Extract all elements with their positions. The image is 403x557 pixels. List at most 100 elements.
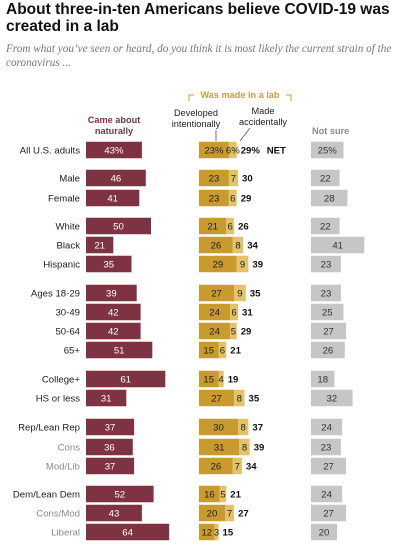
bar-accidentally — [239, 438, 250, 456]
value-net: 29% — [241, 146, 261, 157]
value-not-sure: 22 — [320, 174, 331, 185]
bar-naturally — [86, 141, 142, 159]
value-net: 39 — [252, 260, 263, 271]
value-accidentally: 8 — [241, 423, 246, 434]
chart-row: HS or less 31 27 8 35 32 — [36, 389, 353, 407]
bar-accidentally — [230, 322, 237, 340]
bar-naturally — [86, 189, 140, 207]
bar-not-sure — [311, 169, 340, 187]
value-intentionally: 23 — [209, 194, 220, 205]
bar-naturally — [86, 504, 142, 522]
value-accidentally: 5 — [220, 490, 225, 501]
value-not-sure: 25 — [322, 308, 333, 319]
row-label: Male — [59, 174, 80, 185]
header-intentionally-line2: intentionally — [172, 119, 221, 129]
bar-naturally — [86, 284, 137, 302]
bar-naturally — [86, 370, 166, 388]
value-net: 30 — [242, 174, 253, 185]
row-label: Cons — [58, 443, 81, 454]
bar-accidentally — [228, 141, 237, 159]
value-net: 21 — [230, 490, 241, 501]
row-label: Mod/Lib — [46, 462, 80, 473]
row-label: Rep/Lean Rep — [18, 423, 80, 434]
value-net: 35 — [249, 394, 260, 405]
value-not-sure: 18 — [317, 375, 328, 386]
value-not-sure: 32 — [326, 394, 337, 405]
chart-row: Cons 36 31 8 39 23 — [58, 438, 341, 456]
bar-intentionally — [199, 504, 225, 522]
bar-not-sure — [311, 255, 341, 273]
value-net: 26 — [238, 222, 249, 233]
value-accidentally: 8 — [235, 241, 240, 252]
chart-rows: All U.S. adults 43% 23% 6% 29% NET 25%Male 46 23… — [13, 141, 365, 541]
bar-intentionally — [199, 217, 227, 235]
bar-intentionally — [199, 303, 231, 321]
header-accidentally-line1: Made — [252, 106, 275, 116]
bar-not-sure — [311, 284, 341, 302]
bar-naturally — [86, 389, 127, 407]
bar-accidentally — [234, 389, 245, 407]
bar-accidentally — [236, 255, 249, 273]
value-naturally: 42 — [108, 308, 119, 319]
value-intentionally: 30 — [213, 423, 224, 434]
chart-row: 50-64 42 24 5 29 27 — [55, 322, 347, 340]
bar-intentionally — [199, 284, 235, 302]
value-naturally: 37 — [105, 423, 116, 434]
row-label: Liberal — [51, 528, 80, 539]
bar-accidentally — [218, 370, 224, 388]
bar-intentionally — [199, 236, 233, 254]
bar-not-sure — [311, 370, 335, 388]
chart-row: College+ 61 15 4 19 18 — [42, 370, 335, 388]
value-accidentally: 9 — [240, 260, 245, 271]
bar-not-sure — [311, 485, 343, 503]
value-intentionally: 20 — [207, 509, 218, 520]
value-accidentally: 6 — [220, 346, 225, 357]
bar-not-sure — [311, 141, 344, 159]
header-accidentally-line2: accidentally — [239, 117, 287, 127]
header-intentionally-line1: Developed — [174, 108, 218, 118]
bar-intentionally — [199, 523, 215, 541]
bar-not-sure — [311, 457, 347, 475]
bar-naturally — [86, 438, 133, 456]
bar-accidentally — [230, 303, 238, 321]
bar-naturally — [86, 523, 170, 541]
row-label: All U.S. adults — [20, 146, 80, 157]
value-accidentally: 6 — [228, 222, 233, 233]
bar-naturally — [86, 236, 114, 254]
value-net: 39 — [254, 443, 265, 454]
bar-not-sure — [311, 341, 345, 359]
header-lab-group: Was made in a lab — [200, 90, 280, 100]
bar-accidentally — [214, 523, 219, 541]
row-label: White — [55, 222, 80, 233]
value-accidentally: 7 — [227, 509, 232, 520]
value-not-sure: 41 — [332, 241, 343, 252]
bar-naturally — [86, 341, 153, 359]
chart-row: Cons/Mod 43 20 7 27 27 — [36, 504, 347, 522]
header-accidentally-pointer — [239, 127, 251, 142]
value-not-sure: 25% — [318, 146, 338, 157]
value-net: 15 — [223, 528, 234, 539]
value-naturally: 46 — [111, 174, 122, 185]
bar-naturally — [86, 322, 141, 340]
value-naturally: 31 — [101, 394, 112, 405]
bar-naturally — [86, 418, 135, 436]
bar-intentionally — [199, 370, 219, 388]
row-label: College+ — [42, 375, 81, 386]
value-not-sure: 23 — [321, 443, 332, 454]
bar-naturally — [86, 303, 141, 321]
bar-naturally — [86, 457, 135, 475]
row-label: 30-49 — [55, 308, 80, 319]
row-label: HS or less — [36, 394, 80, 405]
label-net: NET — [267, 146, 286, 157]
row-label: Ages 18-29 — [31, 289, 80, 300]
value-intentionally: 15 — [203, 375, 214, 386]
value-intentionally: 12 — [201, 528, 212, 539]
value-net: 21 — [230, 346, 241, 357]
value-naturally: 41 — [107, 194, 118, 205]
row-label: Female — [48, 194, 80, 205]
value-accidentally: 6 — [230, 194, 235, 205]
value-intentionally: 21 — [207, 222, 218, 233]
chart-title: About three-in-ten Americans believe COV… — [6, 1, 390, 35]
value-naturally: 21 — [94, 241, 105, 252]
bar-intentionally — [199, 418, 238, 436]
